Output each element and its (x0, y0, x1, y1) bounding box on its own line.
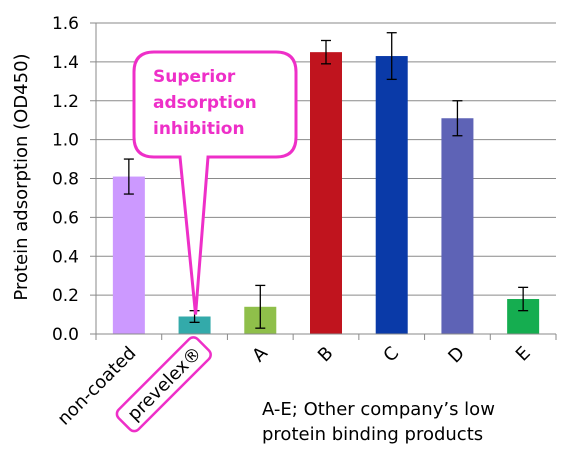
callout-line: inhibition (153, 119, 245, 139)
y-axis-label: Protein adsorption (OD450) (11, 53, 32, 300)
axes (90, 22, 557, 340)
y-tick-label: 1.4 (52, 53, 79, 73)
footnote-line-1: A-E; Other company’s low (262, 399, 495, 420)
y-tick-label: 0.2 (52, 286, 79, 306)
callout-text: Superior adsorption inhibition (153, 67, 257, 139)
bar (375, 56, 408, 334)
footnote: A-E; Other company’s low protein binding… (262, 397, 495, 447)
bar (112, 176, 145, 334)
y-tick-label: 0.0 (52, 325, 79, 345)
y-tick-label: 1.2 (52, 92, 79, 112)
category-label: C (380, 343, 404, 367)
bar (441, 118, 474, 335)
bar (310, 52, 342, 334)
y-tick-label: 0.8 (52, 170, 79, 190)
bar (178, 316, 211, 334)
category-label: E (512, 343, 535, 366)
category-label: D (444, 343, 469, 368)
category-label: non-coated (54, 343, 141, 430)
callout-bubble (132, 50, 298, 315)
callout-line: Superior (153, 67, 236, 87)
callout-annotation: Superior adsorption inhibition (132, 50, 298, 315)
highlight-box (115, 336, 212, 433)
category-label: B (314, 343, 338, 367)
y-tick-label: 0.6 (52, 208, 79, 228)
y-tick-labels: 0.0 0.2 0.4 0.6 0.8 1.0 1.2 1.4 1.6 (52, 14, 79, 345)
y-tick-label: 1.0 (52, 131, 79, 151)
error-bars (123, 32, 529, 329)
y-tick-label: 0.4 (52, 247, 79, 267)
callout-line: adsorption (153, 93, 257, 113)
category-label: A (248, 342, 272, 366)
bars (112, 52, 540, 335)
y-tick-label: 1.6 (52, 14, 79, 34)
footnote-line-2: protein binding products (262, 424, 484, 445)
